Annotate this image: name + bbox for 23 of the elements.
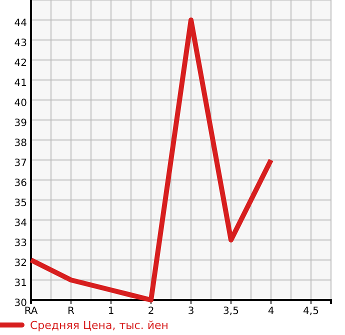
y-tick-label: 34 — [14, 218, 27, 229]
y-tick-label: 38 — [14, 138, 27, 149]
y-tick-label: 31 — [14, 278, 27, 289]
x-tick-label: 2 — [148, 306, 154, 318]
y-tick-label: 36 — [14, 178, 27, 189]
x-tick-label: 3 — [188, 306, 194, 318]
x-tick-label: 4,5 — [303, 306, 319, 318]
y-tick-label: 41 — [14, 78, 27, 89]
x-tick-label: 3,5 — [223, 306, 239, 318]
legend-label: Средняя Цена, тыс. йен — [30, 319, 168, 332]
y-tick-label: 35 — [14, 198, 27, 209]
x-tick-label: 4 — [268, 306, 274, 318]
x-tick-label: R — [68, 306, 75, 318]
y-tick-label: 33 — [14, 238, 27, 249]
x-tick-label: 1 — [108, 306, 114, 318]
y-tick-label: 43 — [14, 38, 27, 49]
y-tick-label: 40 — [14, 98, 27, 109]
y-tick-label: 32 — [14, 258, 27, 269]
y-tick-label: 39 — [14, 118, 27, 129]
y-tick-label: 42 — [14, 58, 27, 69]
y-tick-label: 37 — [14, 158, 27, 169]
x-tick-label: RA — [24, 306, 38, 318]
y-tick-label: 44 — [14, 18, 27, 29]
